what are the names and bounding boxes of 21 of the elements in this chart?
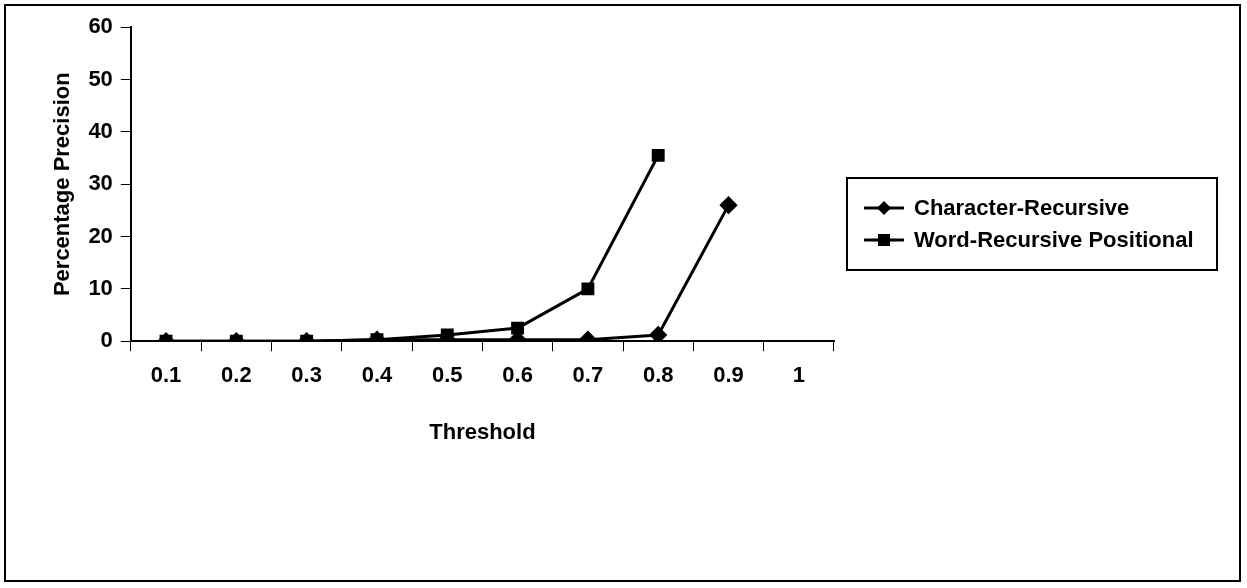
x-tick-label: 1 <box>792 362 805 388</box>
x-tick-label: 0.3 <box>291 362 322 388</box>
y-tick-label: 30 <box>88 170 113 196</box>
y-tick-label: 10 <box>88 274 113 300</box>
x-tick-label: 0.2 <box>221 362 252 388</box>
y-tick-label: 20 <box>88 222 113 248</box>
x-tick-label: 0.5 <box>431 362 463 388</box>
legend-label: Word-Recursive Positional <box>914 227 1194 254</box>
x-tick-label: 0.7 <box>572 362 604 388</box>
y-tick-label: 0 <box>100 327 113 353</box>
y-tick-label: 50 <box>88 65 113 91</box>
x-tick-label: 0.1 <box>150 362 182 388</box>
x-tick-label: 0.6 <box>502 362 533 388</box>
y-axis-title: Percentage Precision <box>49 72 75 297</box>
y-tick-label: 60 <box>88 13 113 39</box>
x-axis-title: Threshold <box>429 418 536 444</box>
x-tick-label: 0.8 <box>642 362 674 388</box>
x-tick-label: 0.4 <box>361 362 394 388</box>
y-tick-label: 40 <box>88 117 113 143</box>
legend-label: Character-Recursive <box>914 195 1130 222</box>
x-tick-label: 0.9 <box>713 362 744 388</box>
